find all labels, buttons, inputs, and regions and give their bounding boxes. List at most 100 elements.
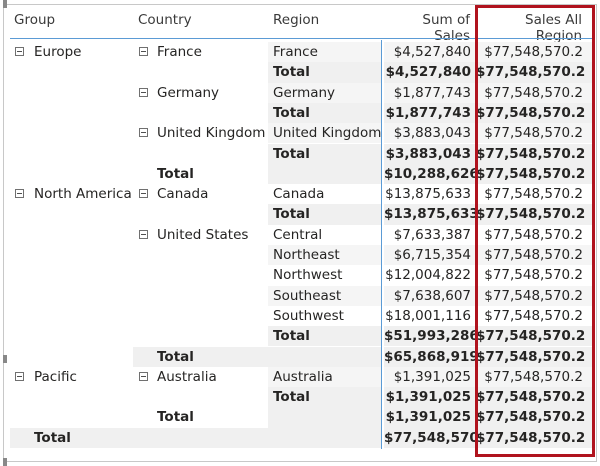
highlight-box-sales-all-region [475,5,595,457]
row-band [268,184,382,205]
group-cell: Europe [34,44,82,60]
region-cell: Southwest [273,307,344,324]
sum-of-sales-cell: $1,391,025 [393,368,471,385]
region-cell: Australia [273,368,333,385]
collapse-country-icon[interactable] [139,229,148,239]
row-band [268,123,382,144]
region-cell: Total [273,145,310,162]
sales-all-region-cell: $77,548,570.2 [484,247,583,263]
row-band [384,366,592,388]
row-band [268,387,382,408]
resize-handle-left[interactable] [3,355,7,363]
region-cell: Total [273,64,310,81]
table-row: North America Canada Canada $13,875,633 $77,… [0,184,600,205]
row-band [268,285,382,306]
sum-of-sales-cell: $18,001,116 [385,307,471,324]
row-band [384,245,592,266]
collapse-group-icon[interactable] [15,189,24,199]
sales-all-region-cell: $77,548,570.2 [484,226,583,243]
table-row: Total $4,527,840 $77,548,570.2 [0,62,600,83]
country-cell: France [157,44,202,60]
row-band [384,82,592,103]
row-band [384,143,592,164]
row-band [384,163,592,185]
sum-of-sales-cell: $13,875,633 [385,186,471,203]
table-row: United Kingdom United Kingdom $3,883,043 $7… [0,123,600,144]
row-band [268,102,382,124]
sum-of-sales-cell: $65,868,919 [384,348,479,365]
row-band [268,366,382,388]
sales-all-region-cell: $77,548,570.2 [476,165,586,182]
table-row: Europe France France $4,527,840 $77,548,570.… [0,42,600,63]
country-cell: United States [157,226,249,243]
collapse-group-icon[interactable] [15,371,24,381]
country-cell: Canada [157,186,209,203]
country-cell: Total [157,165,194,182]
sum-of-sales-cell: $1,391,025 [385,389,471,406]
region-cell: Northeast [273,247,340,263]
column-header-sum-of-sales[interactable]: Sum of Sales [422,12,470,44]
row-band [268,326,382,347]
sum-of-sales-cell: $1,877,743 [385,104,471,121]
table-row: Total $1,391,025 $77,548,570.2 [0,387,600,408]
table-row: Total $51,993,286 $77,548,570.2 [0,326,600,347]
collapse-country-icon[interactable] [139,87,148,97]
table-row: Northwest $12,004,822 $77,548,570.2 [0,265,600,286]
column-separator [381,40,382,449]
row-band [384,326,592,347]
sum-of-sales-cell: $4,527,840 [393,44,471,60]
collapse-country-icon[interactable] [139,189,148,199]
country-cell: United Kingdom [157,125,266,142]
row-band [268,163,382,185]
table-row: Southwest $18,001,116 $77,548,570.2 [0,305,600,327]
row-band [268,204,382,225]
column-header-sales-all-region[interactable]: Sales All Region [525,12,582,44]
region-cell: Southeast [273,287,342,304]
resize-handle-top[interactable] [3,0,7,8]
collapse-group-icon[interactable] [15,47,24,56]
sales-all-region-cell: $77,548,570.2 [484,368,583,385]
row-band [10,427,382,448]
row-band [268,346,382,367]
sales-all-region-cell: $77,548,570.2 [476,389,586,406]
column-header-region[interactable]: Region [273,12,320,28]
collapse-country-icon[interactable] [139,371,148,381]
row-band [268,62,382,83]
table-row: Germany Germany $1,877,743 $77,548,570.2 [0,82,600,103]
collapse-country-icon[interactable] [139,128,148,138]
sales-all-region-cell: $77,548,570.2 [484,125,583,142]
resize-handle-bottom[interactable] [3,458,7,466]
sales-all-region-cell: $77,548,570.2 [484,84,583,101]
sum-of-sales-cell: $77,548,570 [384,429,479,446]
row-band [268,143,382,164]
sum-of-sales-cell: $51,993,286 [384,328,479,345]
sales-all-region-cell: $77,548,570.2 [476,348,586,365]
group-cell: Total [34,429,71,446]
row-band [384,204,592,225]
sum-of-sales-cell: $3,883,043 [393,125,471,142]
row-band [268,82,382,103]
sum-of-sales-cell: $3,883,043 [385,145,471,162]
sum-of-sales-cell: $7,633,387 [393,226,471,243]
sum-of-sales-cell: $1,877,743 [393,84,471,101]
region-cell: Total [273,389,310,406]
column-header-group[interactable]: Group [14,12,56,28]
table-row: Southeast $7,638,607 $77,548,570.2 [0,285,600,306]
row-band [133,346,268,367]
region-cell: Germany [273,84,336,101]
sum-of-sales-cell: $13,875,633 [384,206,479,223]
row-band [384,62,592,83]
group-cell: North America [34,186,132,203]
row-band [384,123,592,144]
sum-of-sales-cell: $12,004,822 [385,267,471,284]
sales-all-region-cell: $77,548,570.2 [484,307,583,324]
table-row: Total $13,875,633 $77,548,570.2 [0,204,600,225]
sales-all-region-cell: $77,548,570.2 [476,145,586,162]
column-header-country[interactable]: Country [138,12,192,28]
region-cell: Total [273,328,310,345]
sales-all-region-cell: $77,548,570.2 [476,64,586,81]
collapse-country-icon[interactable] [139,47,148,56]
sales-all-region-cell: $77,548,570.2 [476,104,586,121]
row-band [268,265,382,286]
sales-all-region-cell: $77,548,570.2 [484,44,583,60]
